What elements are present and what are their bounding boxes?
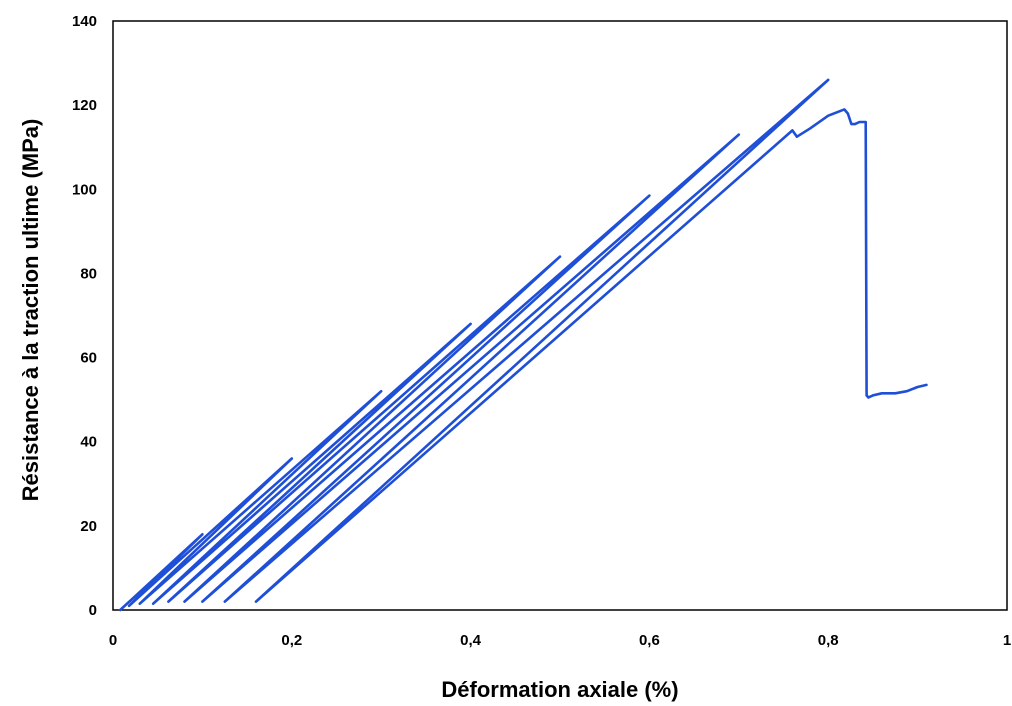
y-tick-label: 80 (80, 265, 97, 282)
x-axis-tick-labels: 0 0,2 0,4 0,6 0,8 1 (109, 632, 1011, 649)
x-tick-label: 0 (109, 632, 117, 649)
x-tick-label: 0,2 (281, 632, 302, 649)
y-tick-label: 40 (80, 434, 97, 451)
plot-area-frame (112, 20, 1008, 611)
x-tick-label: 0,8 (818, 632, 839, 649)
y-tick-label: 120 (72, 97, 97, 114)
y-axis-tick-labels: 0 20 40 60 80 100 120 140 (72, 13, 97, 619)
y-tick-label: 140 (72, 13, 97, 30)
y-tick-label: 20 (80, 518, 97, 535)
y-axis-title: Résistance à la traction ultime (MPa) (18, 119, 43, 502)
data-series-layer (118, 78, 928, 612)
series-line-0 (118, 78, 928, 612)
x-tick-label: 0,6 (639, 632, 660, 649)
y-tick-label: 60 (80, 350, 97, 367)
y-tick-label: 0 (89, 602, 97, 619)
x-tick-label: 1 (1003, 632, 1011, 649)
x-tick-label: 0,4 (460, 632, 482, 649)
y-tick-label: 100 (72, 181, 97, 198)
x-axis-title: Déformation axiale (%) (441, 677, 678, 702)
